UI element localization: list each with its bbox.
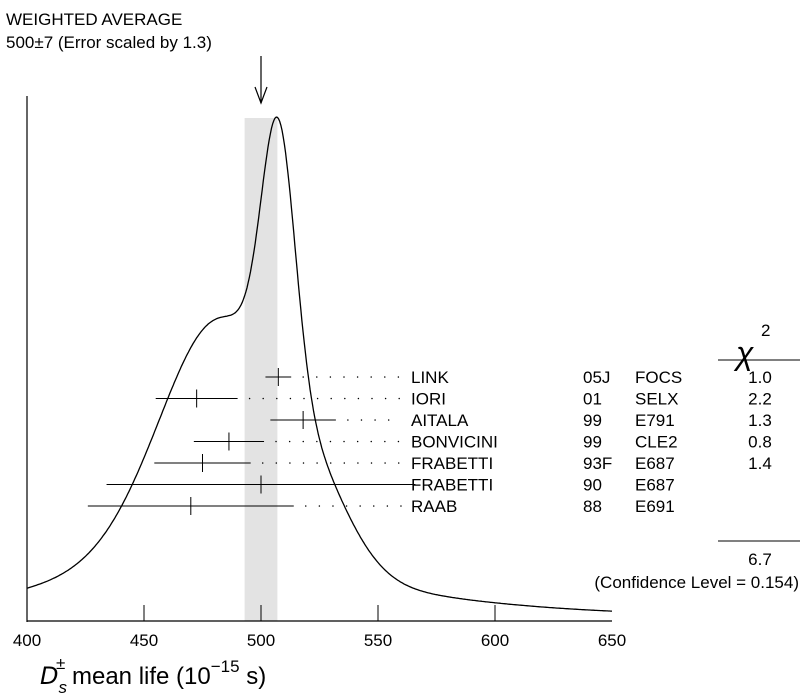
year-label: 93F — [583, 454, 612, 473]
dotted-leader — [347, 419, 390, 421]
dotted-leader — [275, 440, 400, 443]
chi2-value: 0.8 — [748, 433, 772, 452]
experiment-label: E687 — [635, 454, 675, 473]
svg-text:2: 2 — [761, 321, 770, 340]
measurement-row: RAAB 88 E691 — [87, 497, 675, 516]
experiment-label: CLE2 — [635, 433, 678, 452]
year-label: 88 — [583, 497, 602, 516]
author-label: RAAB — [411, 497, 457, 516]
x-axis-ticks: 400 450 500 550 600 650 — [13, 605, 626, 650]
dotted-leader — [305, 505, 402, 507]
chi2-value: 2.2 — [748, 390, 772, 409]
year-label: 01 — [583, 390, 602, 409]
year-label: 99 — [583, 411, 602, 430]
experiment-label: E687 — [635, 476, 675, 495]
x-tick-label: 600 — [481, 631, 509, 650]
measurement-row: AITALA 99 E791 1.3 — [270, 411, 772, 430]
svg-text:χ: χ — [733, 335, 754, 371]
experiment-label: SELX — [635, 390, 678, 409]
chi2-total: 6.7 — [748, 550, 772, 569]
author-label: FRABETTI — [411, 454, 493, 473]
chi2-value: 1.3 — [748, 411, 772, 430]
x-tick-label: 550 — [364, 631, 392, 650]
x-tick-label: 450 — [130, 631, 158, 650]
measurement-row: FRABETTI 90 E687 — [106, 475, 675, 495]
ideogram-curve — [26, 116, 612, 612]
year-label: 90 — [583, 476, 602, 495]
author-label: IORI — [411, 390, 446, 409]
chi2-header: χ 2 — [718, 321, 800, 371]
measurement-row: FRABETTI 93F E687 1.4 — [154, 454, 772, 473]
chi2-value: 1.0 — [748, 368, 772, 387]
x-tick-label: 400 — [13, 631, 41, 650]
author-label: BONVICINI — [411, 433, 498, 452]
author-label: FRABETTI — [411, 476, 493, 495]
average-band — [244, 118, 278, 621]
measurement-row: BONVICINI 99 CLE2 0.8 — [193, 432, 772, 452]
year-label: 05J — [583, 368, 610, 387]
average-arrow — [254, 56, 268, 105]
measurement-row: IORI 01 SELX 2.2 — [155, 389, 772, 409]
chart-subtitle: 500±7 (Error scaled by 1.3) — [6, 33, 212, 52]
measurement-row: LINK 05J FOCS 1.0 — [265, 368, 772, 387]
chart-title: WEIGHTED AVERAGE — [6, 10, 182, 29]
dotted-leader — [248, 397, 400, 400]
dotted-leader — [261, 462, 400, 464]
x-tick-label: 500 — [247, 631, 275, 650]
experiment-label: E791 — [635, 411, 675, 430]
chi2-value: 1.4 — [748, 454, 772, 473]
author-label: AITALA — [411, 411, 469, 430]
author-label: LINK — [411, 368, 449, 387]
year-label: 99 — [583, 433, 602, 452]
dotted-leader — [302, 376, 400, 378]
x-tick-label: 650 — [598, 631, 626, 650]
data-points: LINK 05J FOCS 1.0 IORI 01 SELX 2.2 AITALA 99 E791 1… — [87, 368, 772, 516]
experiment-label: FOCS — [635, 368, 682, 387]
experiment-label: E691 — [635, 497, 675, 516]
x-axis-label: Ds± mean life (10−15 s) — [40, 654, 266, 696]
confidence-level: (Confidence Level = 0.154) — [594, 573, 799, 592]
